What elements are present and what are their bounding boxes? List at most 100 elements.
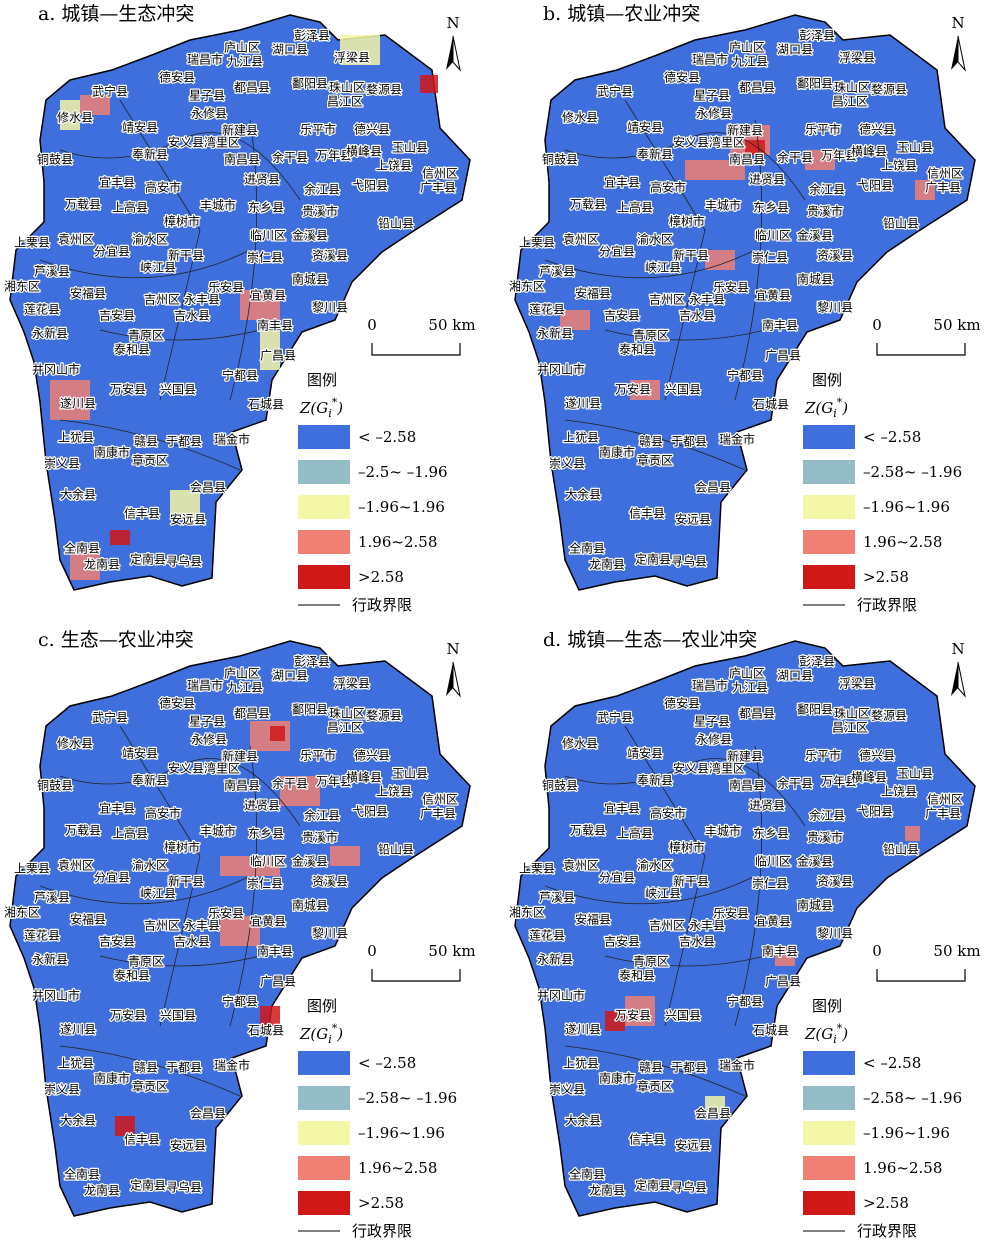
county-label: 瑞金市 [719, 432, 755, 447]
county-label: 龙南县 [589, 1183, 625, 1198]
admin-boundary [544, 99, 806, 471]
county-label: 会昌县 [190, 1107, 226, 1121]
county-label: 湖口县 [777, 42, 813, 57]
county-label: 分宜县 [94, 244, 130, 259]
county-label: 全南县 [64, 541, 100, 556]
county-label: 分宜县 [599, 870, 635, 885]
county-label: 永丰县 [689, 919, 725, 933]
legend-swatch [803, 1156, 855, 1180]
county-label: 石城县 [753, 1024, 789, 1038]
county-label: 吉水县 [174, 309, 210, 323]
legend-swatch [298, 565, 350, 589]
county-label: 瑞金市 [214, 1058, 250, 1073]
county-label: 奉新县 [132, 147, 168, 162]
county-label: 奉新县 [637, 773, 673, 788]
legend-symbol-part: * [837, 1022, 843, 1035]
county-label: 樟树市 [669, 214, 705, 229]
county-label: 昌江区 [327, 721, 363, 735]
legend-label: 1.96~2.58 [358, 533, 437, 551]
county-label: 靖安县 [627, 120, 663, 135]
county-label: 南城县 [292, 272, 328, 287]
county-label: 吉州区 [649, 293, 685, 307]
county-label: 章贡区 [132, 1079, 168, 1094]
county-label: 都昌县 [739, 707, 775, 721]
county-label: 九江县 [227, 55, 263, 69]
county-label: 安远县 [170, 1138, 206, 1153]
county-label: 彭泽县 [799, 655, 835, 669]
county-label: 寻乌县 [166, 1180, 202, 1195]
county-label: 弋阳县 [857, 805, 893, 819]
county-label: 万载县 [65, 824, 101, 838]
county-label: 安远县 [170, 512, 206, 527]
admin-boundary [544, 725, 806, 1097]
county-label: 渝水区 [132, 232, 168, 247]
county-label: 玉山县 [392, 767, 428, 781]
hotspot-patch [280, 776, 320, 806]
county-label: 高安市 [145, 806, 181, 821]
county-label: 樟树市 [669, 840, 705, 855]
county-label: 崇义县 [549, 1083, 585, 1097]
county-label: 安福县 [70, 286, 106, 301]
county-label: 高安市 [650, 806, 686, 821]
county-label: 进贤县 [749, 173, 785, 187]
county-label: 宜黄县 [250, 288, 286, 303]
county-label: 永修县 [696, 106, 732, 121]
county-label: 余干县 [272, 776, 308, 791]
county-label: 铅山县 [883, 217, 919, 231]
county-label: 金溪县 [797, 228, 833, 243]
county-label: 井冈山市 [32, 362, 80, 377]
county-label: 信州区 [927, 167, 963, 181]
legend-swatch [298, 1156, 350, 1180]
hotspot-patch [805, 150, 835, 170]
county-label: 武宁县 [92, 710, 128, 725]
county-label: 定南县 [635, 552, 671, 567]
legend-symbol: Z(Gi*) [299, 1022, 343, 1046]
county-label: 进贤县 [244, 173, 280, 187]
county-label: 宜黄县 [250, 914, 286, 929]
county-label: 赣县 [134, 435, 158, 449]
county-label: 袁州区 [58, 859, 94, 873]
county-label: 修水县 [562, 110, 598, 125]
county-label: 宜丰县 [604, 175, 640, 190]
county-label: 井冈山市 [537, 988, 585, 1003]
county-label: 宜丰县 [604, 801, 640, 816]
legend-swatch [803, 495, 855, 519]
county-label: 乐安县 [713, 280, 749, 295]
county-label: 金溪县 [292, 228, 328, 243]
county-label: 安义县 [673, 135, 709, 150]
county-label: 会昌县 [695, 481, 731, 495]
county-label: 南昌县 [224, 778, 260, 793]
county-label: 安义县 [168, 761, 204, 776]
county-label: 宜黄县 [755, 914, 791, 929]
county-label: 章贡区 [637, 453, 673, 468]
county-label: 吉水县 [679, 309, 715, 323]
county-label: 青原区 [128, 955, 164, 969]
county-label: 奉新县 [132, 773, 168, 788]
county-label: 渝水区 [637, 232, 673, 247]
county-label: 浮梁县 [839, 676, 875, 691]
county-label: 彭泽县 [799, 29, 835, 43]
county-label: 奉新县 [637, 147, 673, 162]
county-label: 湾里区 [709, 135, 745, 150]
county-label: 湖口县 [777, 668, 813, 683]
legend-symbol-part: ) [336, 1025, 343, 1043]
hotspot-patch [915, 180, 935, 200]
county-label: 武宁县 [597, 84, 633, 99]
county-label: 横峰县 [851, 771, 887, 785]
county-label: 婺源县 [366, 708, 402, 723]
county-label: 珠山区 [834, 707, 870, 721]
legend-swatch [803, 1086, 855, 1110]
county-label: 都昌县 [234, 707, 270, 721]
county-label: 玉山县 [897, 141, 933, 155]
county-label: 资溪县 [817, 875, 853, 889]
county-label: 星子县 [189, 715, 225, 729]
county-label: 乐安县 [208, 280, 244, 295]
county-label: 黎川县 [312, 927, 348, 941]
county-label: 庐山区 [224, 40, 260, 55]
county-label: 龙南县 [84, 1183, 120, 1198]
county-label: 吉水县 [679, 935, 715, 949]
county-label: 余江县 [809, 808, 845, 823]
county-label: 遂川县 [60, 1023, 96, 1037]
